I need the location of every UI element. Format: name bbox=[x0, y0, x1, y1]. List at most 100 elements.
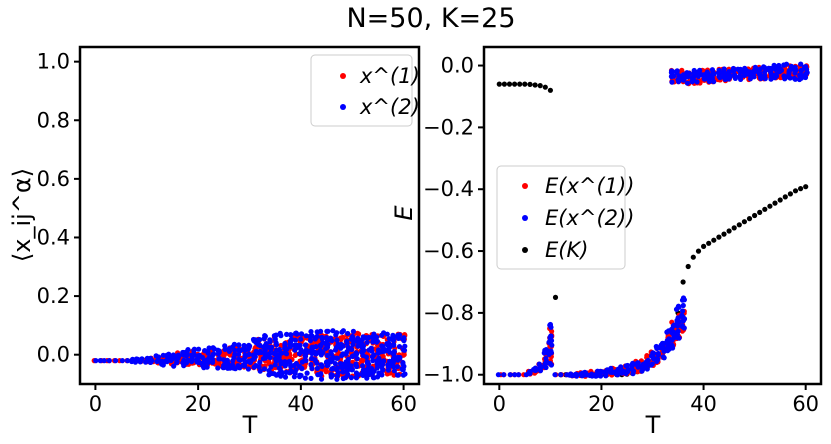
left-legend-marker-x1 bbox=[340, 73, 346, 79]
left-point-x2 bbox=[292, 337, 298, 343]
left-point-x2 bbox=[394, 364, 400, 370]
right-point-ex2 bbox=[669, 73, 675, 79]
left-point-x2 bbox=[236, 342, 242, 348]
left-point-x2 bbox=[180, 360, 186, 366]
left-point-x2 bbox=[225, 365, 231, 371]
right-point-ex2 bbox=[684, 70, 690, 76]
right-point-ek bbox=[542, 84, 548, 90]
right-point-ek bbox=[547, 87, 554, 93]
right-point-ex2 bbox=[696, 68, 703, 74]
right-point-ex2 bbox=[607, 369, 614, 375]
left-point-x2 bbox=[340, 343, 346, 349]
left-point-x2 bbox=[277, 330, 283, 336]
right-legend-marker-ex1 bbox=[522, 183, 528, 189]
left-point-x2 bbox=[353, 375, 360, 381]
left-point-x2 bbox=[298, 372, 304, 379]
right-point-ex2 bbox=[762, 72, 768, 78]
left-xtick-label: 60 bbox=[390, 392, 417, 416]
right-point-ex2 bbox=[655, 350, 661, 357]
left-point-x2 bbox=[302, 353, 309, 359]
right-point-ek bbox=[772, 200, 778, 206]
right-point-ek bbox=[685, 263, 691, 270]
right-xtick-label: 0 bbox=[493, 392, 506, 416]
left-point-x2 bbox=[387, 349, 393, 355]
left-ytick-label: 0.2 bbox=[37, 284, 70, 308]
left-axes-frame bbox=[78, 45, 421, 386]
left-point-x2 bbox=[205, 359, 211, 365]
right-point-ek bbox=[680, 279, 686, 285]
left-point-x2 bbox=[106, 358, 112, 364]
left-point-x2 bbox=[224, 357, 230, 363]
left-point-x2 bbox=[355, 343, 361, 349]
left-point-x2 bbox=[317, 372, 324, 378]
left-point-x2 bbox=[93, 358, 99, 364]
right-point-ex2 bbox=[552, 372, 558, 378]
right-point-ek bbox=[782, 194, 788, 200]
right-point-ex2 bbox=[752, 64, 758, 70]
right-point-ex2 bbox=[798, 67, 804, 73]
left-point-x2 bbox=[252, 354, 258, 360]
left-point-x2 bbox=[380, 344, 386, 350]
left-point-x2 bbox=[379, 361, 386, 367]
left-ytick-label: 0.6 bbox=[37, 167, 70, 191]
right-axes-frame bbox=[482, 45, 823, 386]
left-point-x2 bbox=[348, 375, 354, 381]
right-point-ex2 bbox=[791, 66, 797, 72]
left-point-x2 bbox=[384, 331, 390, 337]
right-xtick-label: 40 bbox=[690, 392, 717, 416]
left-point-x1 bbox=[278, 342, 284, 349]
right-point-ek bbox=[695, 248, 702, 254]
left-point-x2 bbox=[293, 330, 299, 336]
right-legend: E(x^(1)) E(x^(2)) E(K) bbox=[496, 165, 634, 270]
right-point-ex2 bbox=[654, 345, 660, 351]
left-point-x2 bbox=[222, 343, 228, 349]
left-point-x2 bbox=[291, 374, 297, 380]
left-point-x2 bbox=[284, 331, 290, 337]
right-point-ek bbox=[792, 188, 799, 194]
left-point-x2 bbox=[374, 358, 380, 364]
left-point-x2 bbox=[335, 369, 341, 375]
left-point-x1 bbox=[221, 353, 227, 359]
left-point-x2 bbox=[185, 347, 191, 353]
right-point-ek bbox=[787, 191, 794, 197]
right-point-ex2 bbox=[798, 61, 804, 67]
right-point-ex2 bbox=[679, 297, 686, 303]
left-point-x2 bbox=[206, 345, 212, 351]
left-point-x2 bbox=[400, 336, 406, 342]
right-point-ek bbox=[767, 203, 773, 209]
right-point-ex2 bbox=[623, 371, 629, 377]
left-point-x2 bbox=[312, 349, 318, 355]
left-point-x2 bbox=[278, 350, 285, 356]
right-point-ek bbox=[517, 81, 523, 87]
right-point-ex2 bbox=[709, 67, 716, 73]
figure-title: N=50, K=25 bbox=[346, 3, 515, 34]
left-ytick-label: 0.8 bbox=[37, 108, 70, 132]
left-point-x2 bbox=[394, 356, 400, 362]
left-point-x2 bbox=[340, 369, 346, 375]
right-point-ek bbox=[746, 216, 753, 222]
left-point-x2 bbox=[272, 362, 278, 368]
right-point-ek bbox=[777, 197, 783, 203]
left-point-x2 bbox=[282, 342, 288, 348]
left-point-x2 bbox=[319, 336, 325, 342]
right-point-ex2 bbox=[680, 308, 686, 314]
left-point-x2 bbox=[318, 362, 325, 368]
left-point-x2 bbox=[350, 328, 356, 334]
right-point-ek bbox=[706, 240, 712, 246]
left-legend-label-x1: x^(1) bbox=[359, 64, 420, 88]
left-point-x2 bbox=[338, 364, 344, 370]
right-point-ex2 bbox=[525, 371, 532, 377]
left-point-x2 bbox=[246, 351, 252, 357]
right-point-ek bbox=[501, 81, 507, 87]
left-point-x2 bbox=[391, 368, 397, 374]
right-point-ex2 bbox=[516, 372, 522, 378]
left-point-x2 bbox=[329, 373, 335, 379]
left-legend-marker-x2 bbox=[340, 104, 346, 110]
right-point-ex2 bbox=[501, 372, 507, 378]
left-point-x2 bbox=[247, 359, 253, 366]
left-point-x2 bbox=[354, 351, 360, 357]
right-point-ex2 bbox=[669, 337, 675, 343]
left-point-x2 bbox=[175, 353, 181, 359]
right-point-ex2 bbox=[777, 68, 783, 75]
left-point-x1 bbox=[266, 359, 272, 365]
